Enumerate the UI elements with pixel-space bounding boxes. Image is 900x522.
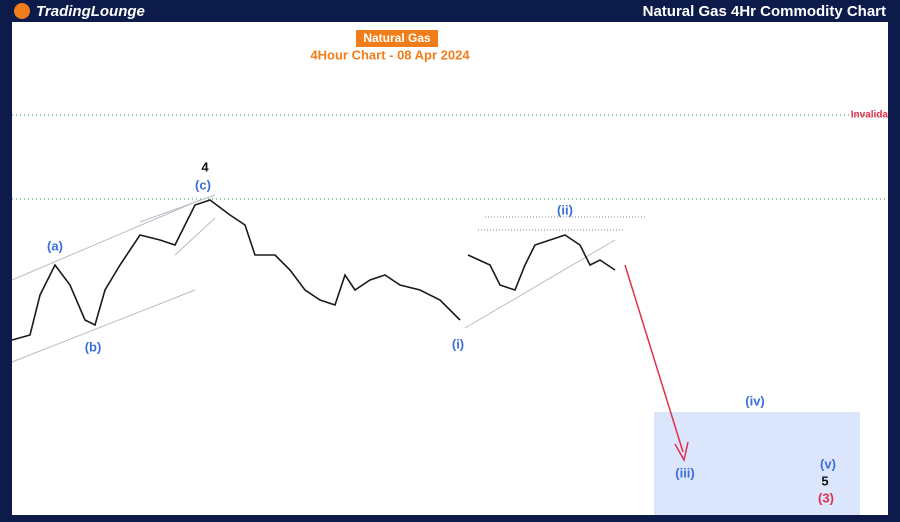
wave-label: (iv) [745, 393, 765, 408]
wave-label: (b) [85, 339, 102, 354]
level-label: Invalida [851, 110, 889, 121]
logo: TradingLounge [36, 3, 145, 20]
wave-label: (c) [195, 177, 211, 192]
wave-label: (ii) [557, 202, 573, 217]
logo-icon [14, 3, 30, 19]
chart-subtitle: 4Hour Chart - 08 Apr 2024 [310, 47, 470, 62]
target-zone [654, 412, 860, 515]
channel-lines [11, 194, 645, 363]
price-line [11, 199, 461, 341]
arrow-head [674, 441, 689, 463]
chart-name: Natural Gas [363, 31, 431, 45]
wave-label: 5 [821, 473, 828, 488]
price-line [467, 234, 616, 291]
wave-label: (a) [47, 238, 63, 253]
page-title: Natural Gas 4Hr Commodity Chart [643, 3, 886, 20]
wave-label: (i) [452, 336, 464, 351]
wave-label: (3) [818, 490, 834, 505]
projection-arrow [624, 264, 684, 453]
wave-label: (v) [820, 456, 836, 471]
name-box [356, 30, 438, 47]
wave-label: 4 [201, 159, 209, 174]
wave-label: (iii) [675, 465, 695, 480]
